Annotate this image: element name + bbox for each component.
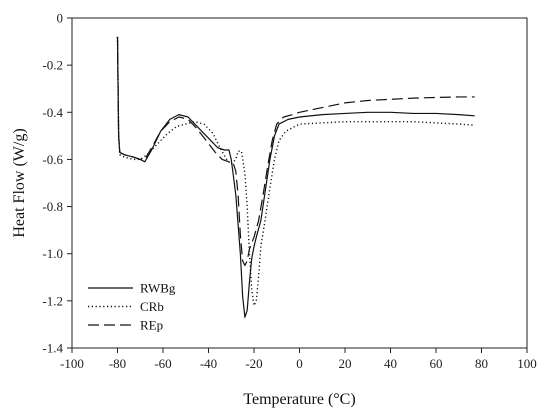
series-layer [116, 36, 475, 318]
x-tick-label: -100 [60, 356, 84, 371]
x-tick-label: -60 [154, 356, 171, 371]
legend-label-crb: CRb [140, 299, 164, 314]
y-tick-label: -0.2 [42, 58, 63, 73]
legend-label-rwbg: RWBg [140, 281, 176, 296]
x-tick-label: -20 [245, 356, 262, 371]
y-axis-title: Heat Flow (W/g) [11, 128, 28, 237]
x-tick-label: -40 [200, 356, 217, 371]
x-tick-label: -80 [109, 356, 126, 371]
legend: RWBg CRb REp [88, 281, 176, 333]
y-tick-label: -1.4 [42, 341, 63, 356]
x-tick-label: 80 [475, 356, 488, 371]
y-tick-label: 0 [57, 11, 64, 26]
legend-label-rep: REp [140, 318, 163, 333]
x-tick-label: 60 [430, 356, 443, 371]
x-tick-label: 40 [384, 356, 397, 371]
y-tick-label: -0.8 [42, 199, 63, 214]
y-tick-label: -0.4 [42, 105, 63, 120]
series-line-crb [116, 36, 475, 307]
x-tick-label: 0 [296, 356, 303, 371]
x-tick-label: 100 [517, 356, 537, 371]
y-tick-label: -1.2 [42, 293, 63, 308]
series-line-rep [116, 36, 475, 267]
x-tick-label: 20 [339, 356, 352, 371]
y-tick-label: -1.0 [42, 246, 63, 261]
series-line-rwbg [116, 36, 475, 318]
y-axis-ticks: 0 -0.2 -0.4 -0.6 -0.8 -1.0 -1.2 -1.4 [42, 11, 72, 356]
x-axis-ticks: -100 -80 -60 -40 -20 0 20 40 60 80 100 [60, 348, 537, 371]
x-axis-title: Temperature (°C) [243, 391, 355, 408]
y-tick-label: -0.6 [42, 152, 63, 167]
